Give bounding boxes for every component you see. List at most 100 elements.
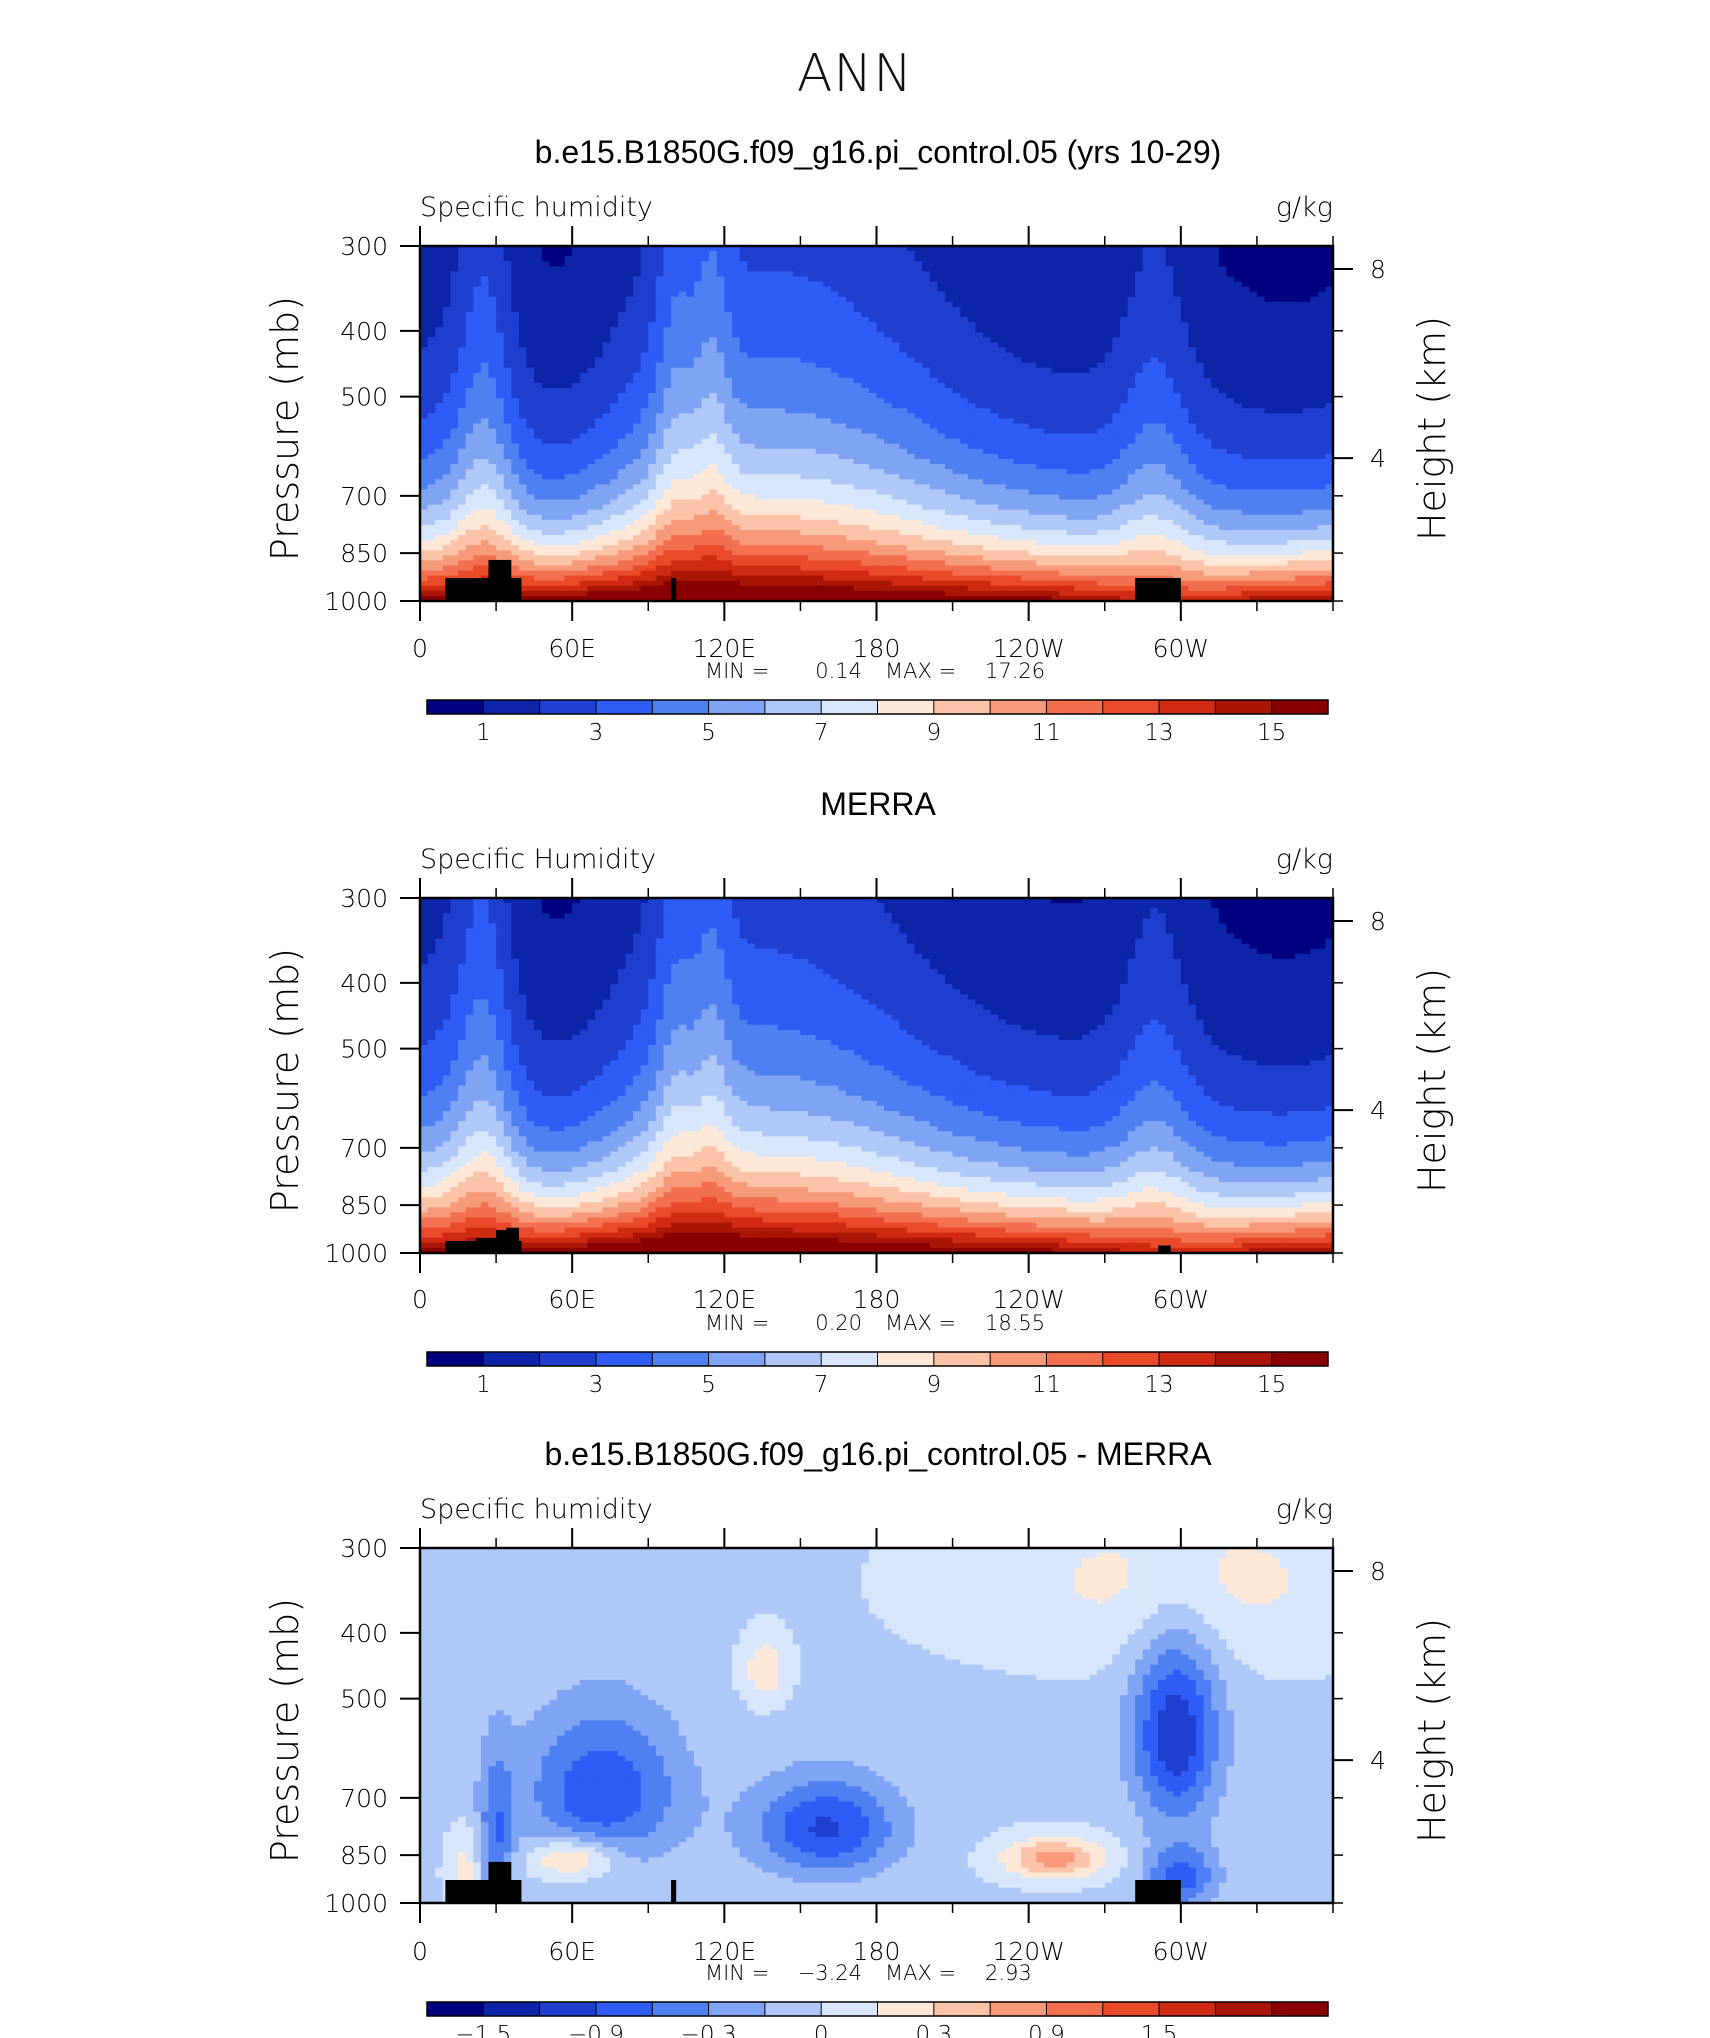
field-cell	[1021, 276, 1029, 282]
field-cell	[1051, 256, 1059, 262]
field-cell	[603, 302, 611, 308]
field-cell	[542, 342, 550, 348]
field-cell	[511, 292, 519, 298]
field-cell	[587, 342, 595, 348]
field-cell	[443, 322, 451, 328]
field-cell	[1067, 312, 1075, 318]
field-cell	[603, 297, 611, 303]
field-cell	[937, 307, 945, 313]
field-cell	[519, 307, 527, 313]
field-cell	[466, 347, 474, 353]
field-cell	[861, 342, 869, 348]
field-cell	[1196, 347, 1204, 353]
field-cell	[892, 332, 900, 338]
field-cell	[595, 256, 603, 262]
field-cell	[991, 251, 999, 257]
field-cell	[778, 302, 786, 308]
field-cell	[534, 337, 542, 343]
field-cell	[1318, 261, 1326, 267]
field-cell	[466, 261, 474, 267]
field-cell	[481, 353, 489, 359]
field-cell	[991, 307, 999, 313]
field-cell	[998, 292, 1006, 298]
field-cell	[983, 276, 991, 282]
field-cell	[443, 302, 451, 308]
field-cell	[504, 312, 512, 318]
field-cell	[633, 302, 641, 308]
field-cell	[907, 302, 915, 308]
field-cell	[808, 251, 816, 257]
field-cell	[1074, 327, 1082, 333]
field-cell	[1204, 292, 1212, 298]
field-cell	[481, 282, 489, 288]
field-cell	[1006, 332, 1014, 338]
field-cell	[854, 302, 862, 308]
field-cell	[724, 337, 732, 343]
field-cell	[1242, 332, 1250, 338]
field-cell	[1181, 332, 1189, 338]
field-cell	[542, 353, 550, 359]
field-cell	[877, 246, 885, 252]
field-cell	[504, 307, 512, 313]
field-cell	[953, 261, 961, 267]
field-cell	[816, 353, 824, 359]
field-cell	[1303, 246, 1311, 252]
field-cell	[724, 261, 732, 267]
field-cell	[686, 261, 694, 267]
field-cell	[762, 353, 770, 359]
field-cell	[641, 251, 649, 257]
field-cell	[1188, 322, 1196, 328]
field-cell	[1287, 251, 1295, 257]
field-cell	[1135, 302, 1143, 308]
field-cell	[1173, 312, 1181, 318]
field-cell	[1105, 332, 1113, 338]
field-cell	[1112, 266, 1120, 272]
field-cell	[466, 292, 474, 298]
field-cell	[1204, 317, 1212, 323]
field-cell	[565, 271, 573, 277]
field-cell	[724, 251, 732, 257]
field-cell	[877, 297, 885, 303]
field-cell	[1166, 297, 1174, 303]
field-cell	[1188, 287, 1196, 293]
field-cell	[778, 322, 786, 328]
field-cell	[937, 297, 945, 303]
field-cell	[1097, 342, 1105, 348]
field-cell	[694, 307, 702, 313]
field-cell	[686, 292, 694, 298]
field-cell	[1135, 271, 1143, 277]
field-cell	[838, 276, 846, 282]
field-cell	[861, 353, 869, 359]
field-cell	[1219, 292, 1227, 298]
field-cell	[1287, 342, 1295, 348]
field-cell	[618, 251, 626, 257]
field-cell	[1143, 312, 1151, 318]
field-cell	[1204, 271, 1212, 277]
field-cell	[717, 342, 725, 348]
field-cell	[587, 261, 595, 267]
field-cell	[998, 312, 1006, 318]
field-cell	[793, 297, 801, 303]
field-cell	[831, 276, 839, 282]
field-cell	[1265, 322, 1273, 328]
field-cell	[1219, 246, 1227, 252]
field-cell	[808, 353, 816, 359]
field-cell	[922, 322, 930, 328]
field-cell	[785, 342, 793, 348]
field-cell	[542, 347, 550, 353]
field-cell	[755, 271, 763, 277]
field-cell	[998, 302, 1006, 308]
field-cell	[1181, 347, 1189, 353]
field-cell	[572, 256, 580, 262]
field-cell	[435, 342, 443, 348]
field-cell	[1105, 246, 1113, 252]
field-cell	[1074, 342, 1082, 348]
field-cell	[663, 246, 671, 252]
field-cell	[945, 342, 953, 348]
field-cell	[930, 347, 938, 353]
field-cell	[504, 276, 512, 282]
field-cell	[1287, 297, 1295, 303]
field-cell	[1295, 266, 1303, 272]
field-cell	[1272, 312, 1280, 318]
field-cell	[1242, 251, 1250, 257]
